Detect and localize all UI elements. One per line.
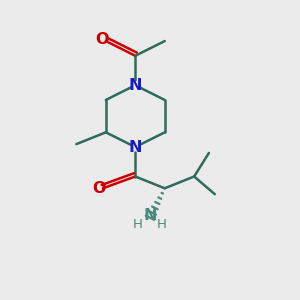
Text: N: N bbox=[128, 140, 142, 154]
Text: O: O bbox=[93, 181, 106, 196]
Text: O: O bbox=[95, 32, 109, 47]
Text: N: N bbox=[128, 78, 142, 93]
Text: H: H bbox=[133, 218, 142, 231]
Text: N: N bbox=[143, 208, 157, 223]
Text: H: H bbox=[156, 218, 166, 231]
